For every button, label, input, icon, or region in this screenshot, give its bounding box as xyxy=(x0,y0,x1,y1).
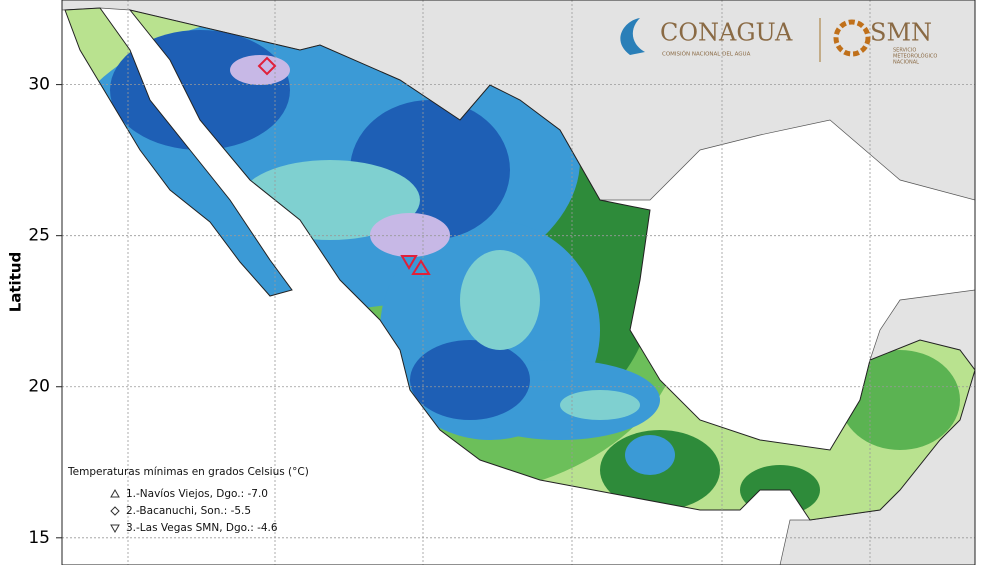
legend-entry: 2.-Bacanuchi, Son.: -5.5 xyxy=(126,505,251,517)
legend-entry: 1.-Navíos Viejos, Dgo.: -7.0 xyxy=(126,488,268,500)
map-area xyxy=(62,0,975,565)
logos: CONAGUA COMISIÓN NACIONAL DEL AGUA SMN S… xyxy=(620,18,937,66)
y-tick-label: 30 xyxy=(28,75,50,95)
logo-conagua: CONAGUA xyxy=(660,19,793,47)
logo-smn-subtitle: SERVICIO xyxy=(893,48,916,54)
y-tick-label: 15 xyxy=(28,528,50,548)
y-axis-label: Latitud xyxy=(7,252,25,313)
logo-conagua-subtitle: COMISIÓN NACIONAL DEL AGUA xyxy=(662,51,751,58)
y-tick-label: 20 xyxy=(28,377,50,397)
y-tick-label: 25 xyxy=(28,226,50,246)
legend: Temperaturas mínimas en grados Celsius (… xyxy=(67,466,309,534)
logo-smn-subtitle: METEOROLÓGICO xyxy=(893,53,937,60)
legend-title: Temperaturas mínimas en grados Celsius (… xyxy=(67,466,309,478)
logo-smn-subtitle: NACIONAL xyxy=(893,60,919,66)
logo-smn: SMN xyxy=(870,19,932,47)
legend-entry: 3.-Las Vegas SMN, Dgo.: -4.6 xyxy=(126,522,278,534)
